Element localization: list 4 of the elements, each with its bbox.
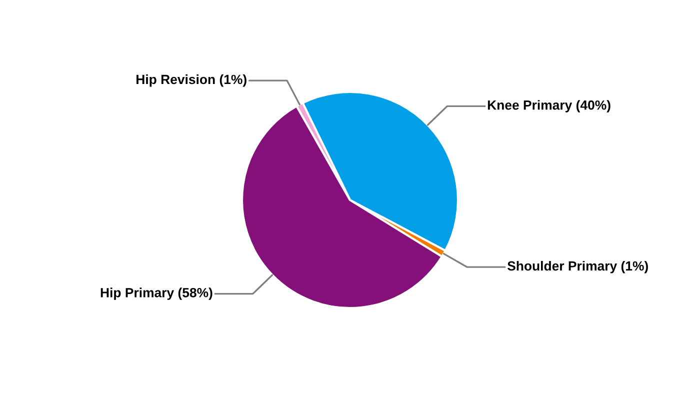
- slice-label: Knee Primary (40%): [488, 100, 610, 112]
- slice-label: Hip Revision (1%): [136, 74, 246, 87]
- slice-label: Shoulder Primary (1%): [507, 260, 648, 274]
- slice-label: Hip Primary (58%): [100, 288, 212, 300]
